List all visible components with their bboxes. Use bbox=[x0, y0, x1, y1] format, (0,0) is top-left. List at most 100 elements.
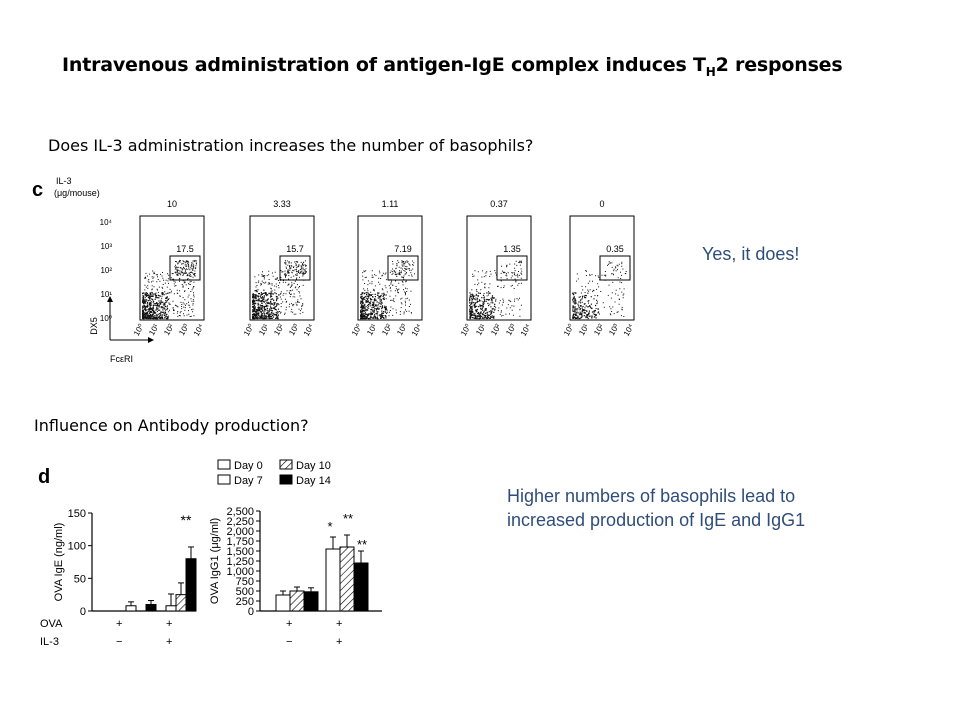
x-tick-label: 10¹ bbox=[365, 322, 379, 337]
igg1-il3-sign-2: + bbox=[336, 636, 342, 648]
y-axis-label: OVA IgG1 (μg/ml) bbox=[209, 518, 221, 604]
event-dots bbox=[252, 260, 307, 320]
ige-il3-sign-2: + bbox=[166, 636, 172, 648]
y-tick-label: 150 bbox=[68, 508, 86, 520]
event-dots bbox=[469, 260, 523, 320]
ige-ova-sign-1: + bbox=[116, 618, 122, 630]
bar bbox=[353, 562, 369, 612]
answer-yes: Yes, it does! bbox=[702, 244, 800, 264]
x-axis-label: FcεRI bbox=[110, 354, 133, 364]
bar bbox=[275, 594, 291, 612]
gate-box bbox=[496, 255, 528, 281]
y-tick-label: 10⁴ bbox=[100, 218, 113, 227]
event-dots bbox=[360, 260, 415, 320]
dose-label: 0 bbox=[599, 199, 604, 209]
axis-arrowhead-y bbox=[107, 296, 113, 302]
gate-percentage: 17.5 bbox=[176, 244, 194, 254]
y-tick-label: 500 bbox=[236, 586, 254, 598]
dose-label: 1.11 bbox=[382, 199, 399, 209]
significance-marker: ** bbox=[357, 537, 367, 552]
y-tick-label: 1,500 bbox=[226, 546, 254, 558]
question-antibody: Influence on Antibody production? bbox=[34, 416, 309, 435]
bar bbox=[185, 558, 197, 612]
dose-label-2: (μg/mouse) bbox=[54, 188, 100, 198]
x-tick-label: 10¹ bbox=[147, 322, 161, 337]
flow-plot-4: 0.37 1.35 10⁰ 10¹ 10² 10³ 10⁴ bbox=[459, 199, 533, 338]
x-tick-label: 10³ bbox=[177, 322, 191, 337]
significance-marker: * bbox=[327, 519, 332, 534]
x-tick-label: 10² bbox=[272, 322, 286, 337]
gate-box bbox=[387, 255, 419, 281]
slide-title: Intravenous administration of antigen-Ig… bbox=[62, 54, 843, 79]
legend-swatch-day10 bbox=[279, 459, 293, 470]
x-tick-label: 10¹ bbox=[257, 322, 271, 337]
significance-marker: ** bbox=[181, 512, 192, 528]
y-tick-label: 1,000 bbox=[226, 566, 254, 578]
x-tick-label: 10³ bbox=[287, 322, 301, 337]
y-tick-label: 2,000 bbox=[226, 526, 254, 538]
x-tick-label: 10⁰ bbox=[350, 323, 364, 338]
y-tick-label: 750 bbox=[236, 576, 254, 588]
x-tick-label: 10³ bbox=[504, 322, 518, 337]
legend-day14: Day 14 bbox=[296, 475, 331, 487]
gate-box bbox=[279, 255, 311, 281]
panel-c-letter: c bbox=[32, 179, 43, 201]
y-tick-label: 2,250 bbox=[226, 516, 254, 528]
y-tick-label: 250 bbox=[236, 596, 254, 608]
dose-label: 3.33 bbox=[273, 199, 291, 209]
y-tick-label: 10² bbox=[100, 266, 112, 275]
y-ticks: 10⁴ 10³ 10² 10¹ 10⁰ bbox=[100, 218, 113, 323]
dose-label-1: IL-3 bbox=[56, 176, 72, 186]
condition-rows: OVA IL-3 + + − + + + − + bbox=[40, 618, 342, 648]
plot-frame bbox=[569, 215, 635, 321]
bar bbox=[339, 546, 355, 612]
x-tick-label: 10⁴ bbox=[192, 322, 206, 338]
x-tick-label: 10⁴ bbox=[519, 322, 533, 338]
flow-plot-1: 10 17.5 10⁰ 10¹ 10² 10³ 10⁴ bbox=[132, 199, 206, 338]
legend-day0: Day 0 bbox=[234, 460, 263, 472]
significance-marker: ** bbox=[343, 511, 353, 526]
legend-day10: Day 10 bbox=[296, 460, 331, 472]
igg1-il3-sign-1: − bbox=[286, 636, 292, 648]
bar bbox=[289, 590, 305, 612]
x-tick-label: 10⁴ bbox=[302, 322, 316, 338]
bar bbox=[303, 591, 319, 612]
panel-d-bar-charts: d Day 0 Day 10 Day 7 Day 14 050100150OVA… bbox=[38, 459, 382, 648]
dose-label: 10 bbox=[167, 199, 177, 209]
plot-frame bbox=[357, 215, 423, 321]
y-tick-label: 0 bbox=[248, 606, 254, 618]
legend-swatch-day0 bbox=[217, 459, 231, 470]
y-tick-label: 2,500 bbox=[226, 506, 254, 518]
x-tick-label: 10² bbox=[162, 322, 176, 337]
legend-day7: Day 7 bbox=[234, 475, 263, 487]
x-tick-label: 10² bbox=[592, 322, 606, 337]
x-tick-label: 10⁰ bbox=[459, 323, 473, 338]
igg1-ova-sign-1: + bbox=[286, 618, 292, 630]
y-axis-label: DX5 bbox=[89, 317, 99, 335]
event-dots bbox=[142, 260, 197, 320]
chart-igg1: 02505007501,0001,2501,5001,7502,0002,250… bbox=[209, 506, 382, 618]
answer-antibody: Higher numbers of basophils lead to incr… bbox=[507, 486, 806, 530]
x-tick-label: 10⁴ bbox=[410, 322, 424, 338]
y-tick-label: 1,750 bbox=[226, 536, 254, 548]
legend-swatch-day14 bbox=[279, 474, 293, 485]
y-tick-label: 0 bbox=[80, 606, 86, 618]
axis-arrowhead-x bbox=[148, 337, 154, 343]
event-dots bbox=[572, 261, 627, 320]
bar bbox=[165, 605, 177, 612]
y-tick-label: 10³ bbox=[100, 242, 112, 251]
legend: Day 0 Day 10 Day 7 Day 14 bbox=[217, 459, 331, 487]
legend-swatch-day7 bbox=[217, 474, 231, 485]
gate-percentage: 7.19 bbox=[394, 244, 412, 254]
flow-plot-3: 1.11 7.19 10⁰ 10¹ 10² 10³ 10⁴ bbox=[350, 199, 424, 338]
y-tick-label: 10¹ bbox=[100, 290, 112, 299]
x-tick-label: 10² bbox=[380, 322, 394, 337]
bar bbox=[125, 605, 137, 612]
row-label-il3: IL-3 bbox=[40, 636, 59, 648]
y-tick-label: 10⁰ bbox=[100, 314, 112, 323]
x-tick-label: 10³ bbox=[395, 322, 409, 337]
flow-plot-2: 3.33 15.7 10⁰ 10¹ 10² 10³ 10⁴ bbox=[242, 199, 316, 338]
